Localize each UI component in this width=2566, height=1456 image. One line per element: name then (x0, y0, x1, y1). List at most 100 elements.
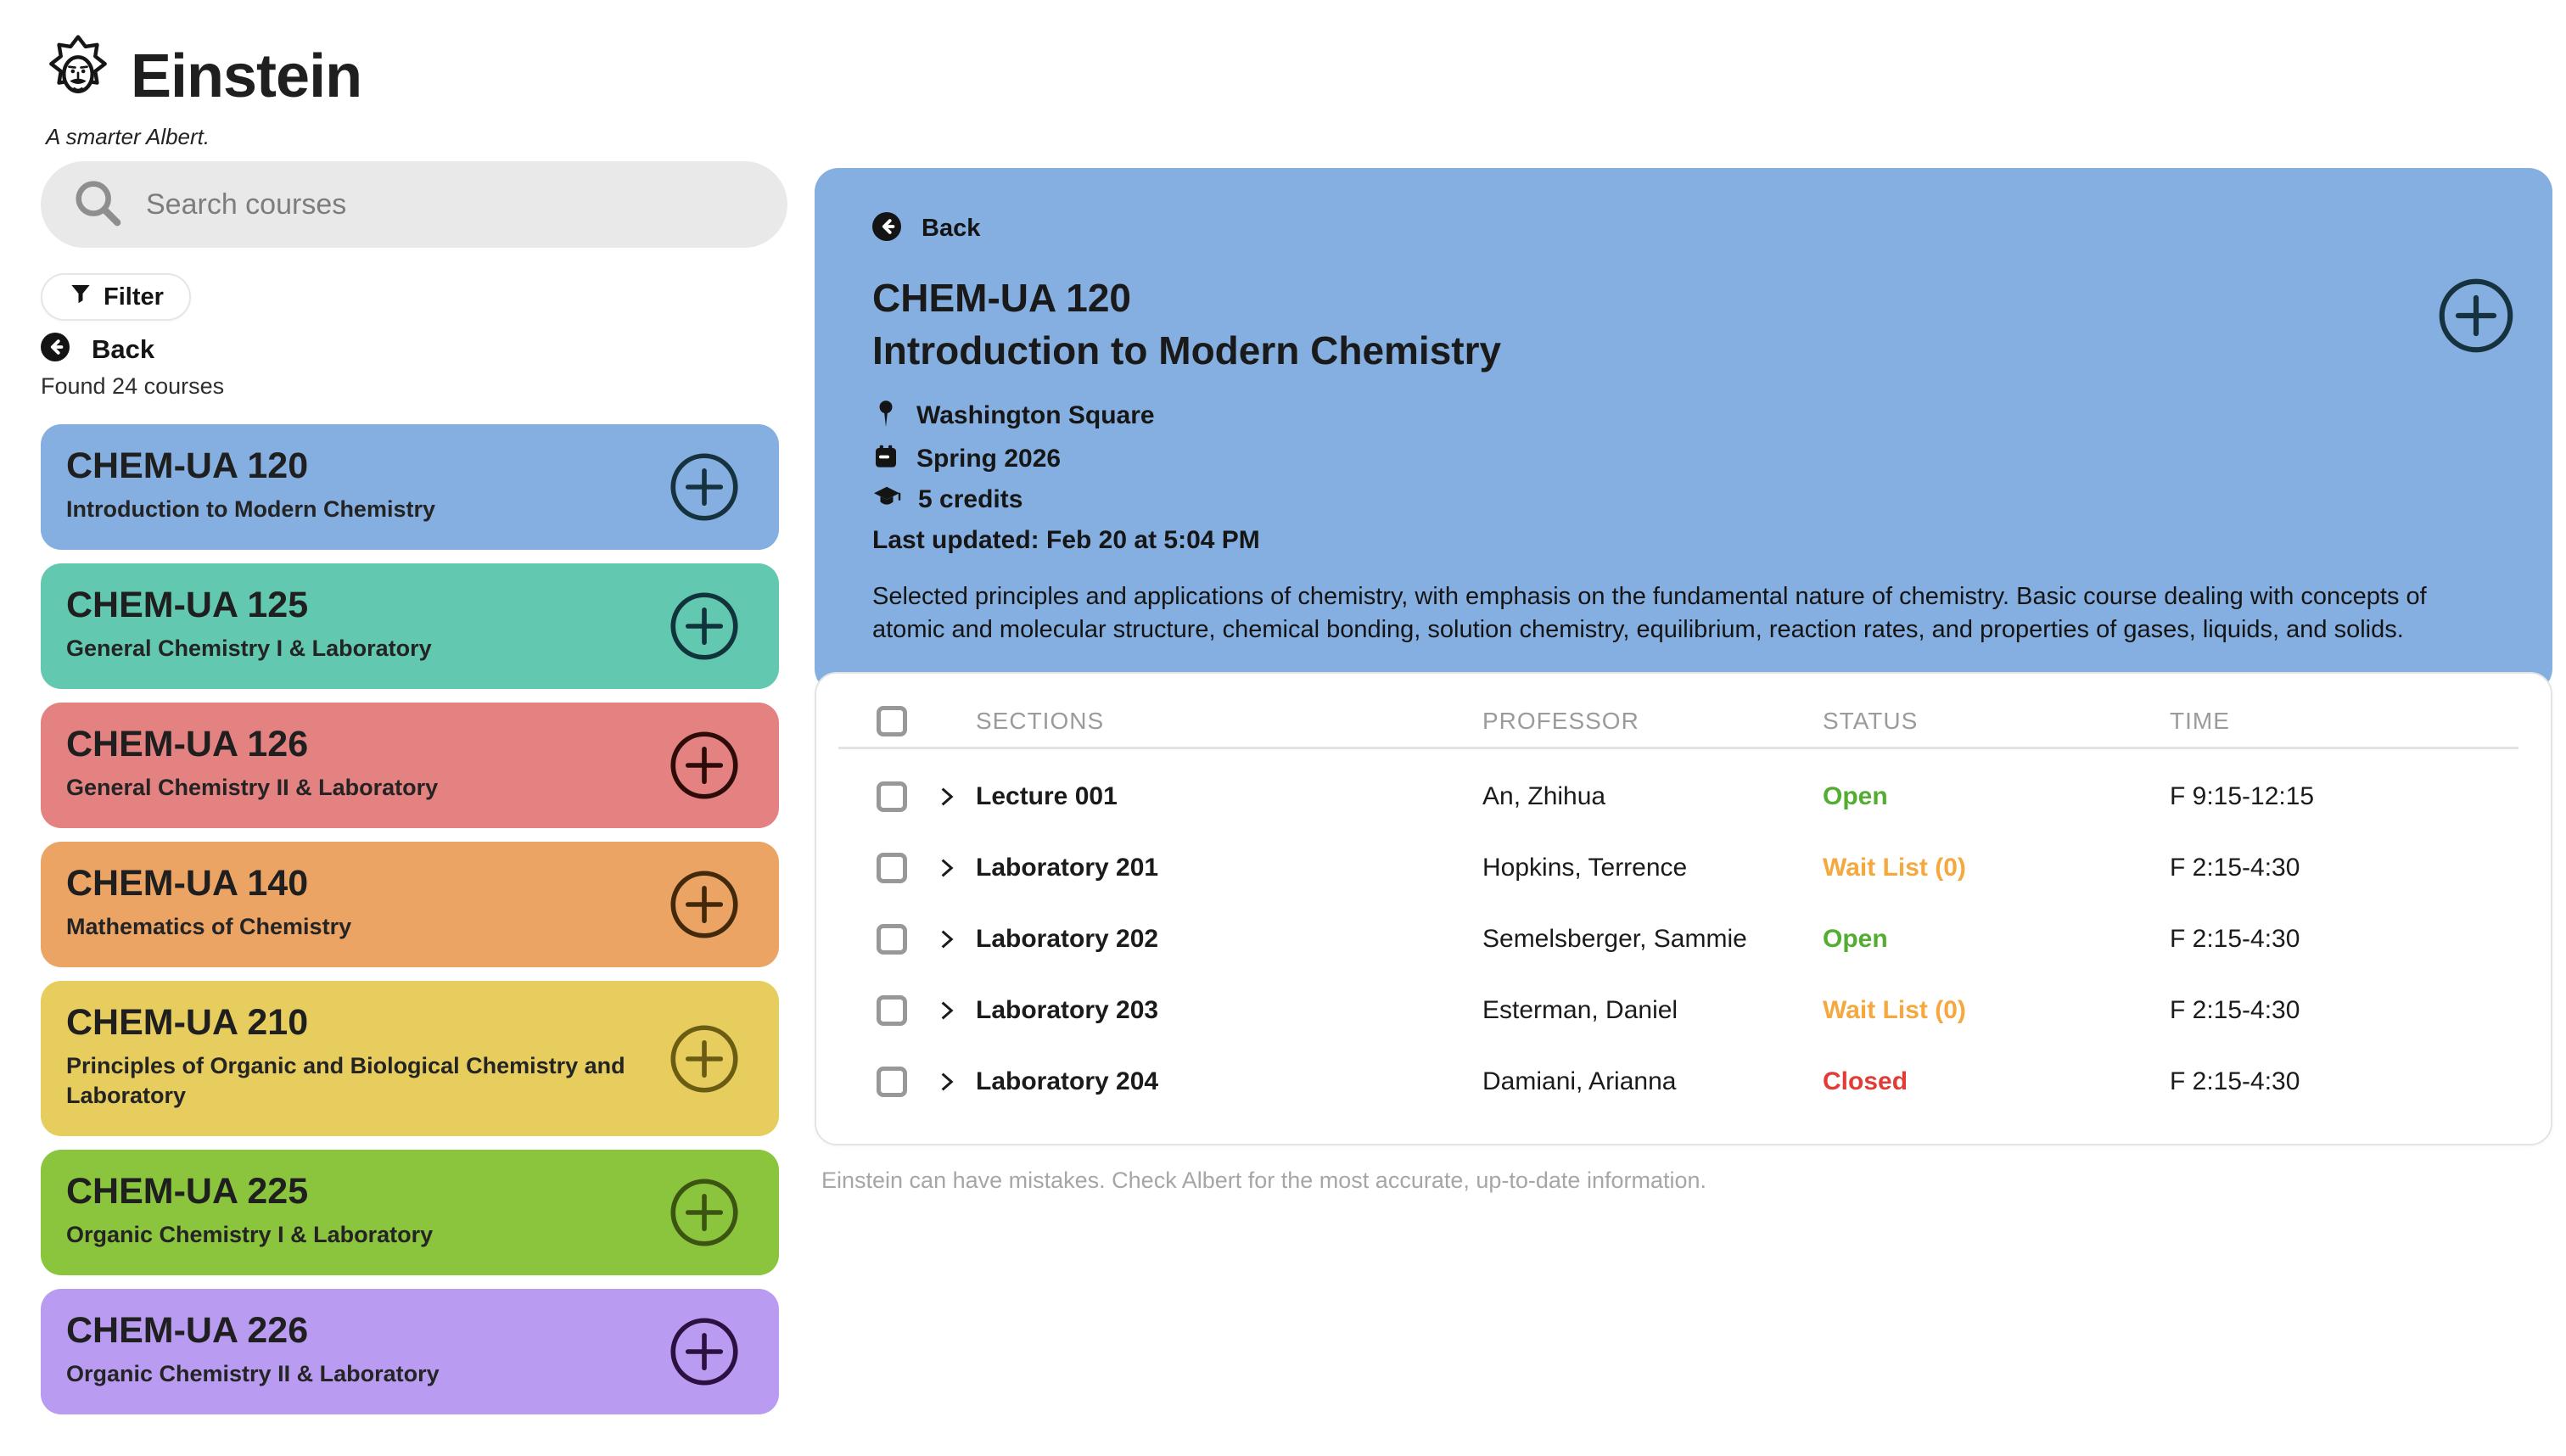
course-title: Organic Chemistry II & Laboratory (66, 1361, 440, 1386)
course-card[interactable]: CHEM-UA 226 Organic Chemistry II & Labor… (41, 1289, 779, 1414)
row-checkbox[interactable] (877, 1067, 907, 1097)
course-title: Introduction to Modern Chemistry (66, 496, 435, 522)
section-time: F 2:15-4:30 (2170, 854, 2300, 882)
back-icon (872, 212, 901, 245)
course-card[interactable]: CHEM-UA 120 Introduction to Modern Chemi… (41, 424, 779, 550)
section-name: Laboratory 204 (976, 1067, 1159, 1095)
last-updated: Last updated: Feb 20 at 5:04 PM (872, 526, 1260, 554)
plus-icon (669, 871, 740, 944)
add-course-button[interactable] (669, 1023, 740, 1095)
plus-icon (669, 731, 740, 804)
plus-icon (2437, 278, 2515, 358)
course-list: CHEM-UA 120 Introduction to Modern Chemi… (41, 424, 779, 1414)
add-course-button[interactable] (669, 1177, 740, 1248)
search-bar (41, 161, 787, 248)
section-status: Open (1823, 925, 1888, 953)
course-code: CHEM-UA 140 (66, 863, 309, 904)
section-row: Laboratory 202 Semelsberger, Sammie Open… (877, 904, 2551, 975)
plus-icon (669, 592, 740, 665)
section-status: Closed (1823, 1067, 1908, 1095)
back-label: Back (92, 333, 155, 364)
section-professor: Hopkins, Terrence (1482, 854, 1688, 882)
row-checkbox[interactable] (877, 781, 907, 812)
brand-name: Einstein (131, 42, 362, 110)
plus-icon (669, 1179, 740, 1252)
course-card[interactable]: CHEM-UA 225 Organic Chemistry I & Labora… (41, 1150, 779, 1275)
table-header-row: SECTIONS PROFESSOR STATUS TIME (816, 674, 2551, 747)
course-code: CHEM-UA 120 (66, 445, 309, 486)
plus-icon (669, 1318, 740, 1391)
term-label: Spring 2026 (916, 444, 1062, 473)
course-code: CHEM-UA 226 (66, 1310, 309, 1351)
section-time: F 2:15-4:30 (2170, 1067, 2300, 1095)
detail-course-title: Introduction to Modern Chemistry (872, 328, 1502, 372)
expand-chevron-icon[interactable] (933, 996, 976, 1025)
section-status: Wait List (0) (1823, 996, 1966, 1024)
table-body: Lecture 001 An, Zhihua Open F 9:15-12:15… (816, 749, 2551, 1117)
course-title: Mathematics of Chemistry (66, 914, 352, 939)
section-row: Lecture 001 An, Zhihua Open F 9:15-12:15 (877, 761, 2551, 832)
location-label: Washington Square (916, 400, 1155, 429)
column-header-status: STATUS (1823, 708, 1919, 734)
course-card[interactable]: CHEM-UA 140 Mathematics of Chemistry (41, 842, 779, 967)
section-name: Lecture 001 (976, 782, 1118, 810)
back-label: Back (922, 215, 981, 242)
detail-course-code: CHEM-UA 120 (872, 276, 1132, 320)
section-name: Laboratory 203 (976, 996, 1159, 1024)
results-count: Found 24 courses (41, 373, 225, 399)
add-course-button[interactable] (669, 451, 740, 523)
location-pin-icon (872, 398, 899, 433)
sections-table: SECTIONS PROFESSOR STATUS TIME Lecture 0… (815, 672, 2552, 1145)
course-card[interactable]: CHEM-UA 126 General Chemistry II & Labor… (41, 703, 779, 828)
row-checkbox[interactable] (877, 995, 907, 1026)
search-icon (71, 176, 124, 233)
section-professor: Semelsberger, Sammie (1482, 925, 1747, 953)
add-course-button[interactable] (669, 730, 740, 801)
add-course-button[interactable] (669, 1316, 740, 1387)
section-status: Open (1823, 782, 1888, 810)
graduation-cap-icon (872, 484, 901, 514)
course-card[interactable]: CHEM-UA 210 Principles of Organic and Bi… (41, 981, 779, 1136)
expand-chevron-icon[interactable] (933, 782, 976, 811)
expand-chevron-icon[interactable] (933, 925, 976, 954)
location-row: Washington Square (872, 398, 2495, 433)
filter-button[interactable]: Filter (41, 273, 191, 321)
course-description: Selected principles and applications of … (872, 583, 2427, 643)
app-logo: Einstein A smarter Albert. (41, 31, 362, 150)
plus-icon (669, 453, 740, 526)
filter-icon (68, 281, 93, 313)
course-code: CHEM-UA 225 (66, 1171, 309, 1212)
add-course-button[interactable] (669, 591, 740, 662)
expand-chevron-icon[interactable] (933, 1067, 976, 1096)
course-title: Principles of Organic and Biological Che… (66, 1053, 625, 1108)
section-professor: Damiani, Arianna (1482, 1067, 1677, 1095)
back-icon (41, 333, 70, 366)
section-time: F 2:15-4:30 (2170, 925, 2300, 953)
filter-label: Filter (104, 283, 164, 311)
brand-tagline: A smarter Albert. (46, 124, 210, 149)
credits-label: 5 credits (918, 484, 1023, 513)
detail-back-button[interactable]: Back (872, 212, 2495, 245)
section-status: Wait List (0) (1823, 854, 1966, 882)
header-divider (838, 747, 2518, 749)
select-all-checkbox[interactable] (877, 706, 907, 736)
section-professor: Esterman, Daniel (1482, 996, 1678, 1024)
add-course-button[interactable] (669, 869, 740, 940)
search-input[interactable] (146, 188, 740, 221)
course-detail-panel: Back CHEM-UA 120 Introduction to Modern … (815, 168, 2552, 692)
row-checkbox[interactable] (877, 853, 907, 883)
expand-chevron-icon[interactable] (933, 854, 976, 882)
add-course-button[interactable] (2437, 277, 2515, 355)
course-code: CHEM-UA 126 (66, 724, 309, 764)
course-title: Organic Chemistry I & Laboratory (66, 1222, 434, 1247)
course-code: CHEM-UA 210 (66, 1002, 309, 1043)
einstein-face-icon (41, 31, 115, 112)
calendar-icon (872, 443, 899, 474)
sidebar-back-button[interactable]: Back (41, 333, 154, 366)
course-title: General Chemistry II & Laboratory (66, 775, 439, 800)
credits-row: 5 credits (872, 484, 2495, 514)
disclaimer-text: Einstein can have mistakes. Check Albert… (821, 1168, 1707, 1193)
course-card[interactable]: CHEM-UA 125 General Chemistry I & Labora… (41, 563, 779, 689)
row-checkbox[interactable] (877, 924, 907, 955)
section-name: Laboratory 202 (976, 925, 1159, 953)
